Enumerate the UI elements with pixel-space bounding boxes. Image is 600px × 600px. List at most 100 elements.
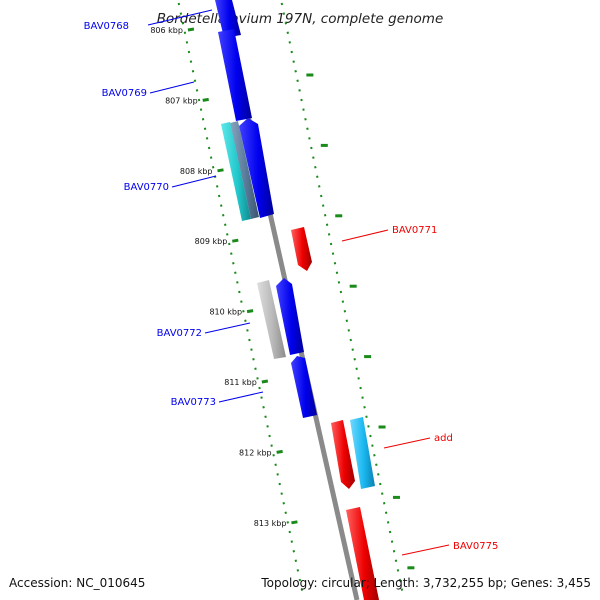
track-dot: [335, 271, 339, 275]
track-dot: [211, 165, 215, 169]
gene-bav0771-arrow[interactable]: [291, 227, 312, 271]
track-dot: [298, 578, 302, 582]
feature-bav0770-cyan: [221, 122, 251, 221]
track-dot: [270, 444, 273, 447]
track-dot: [282, 501, 285, 505]
track-dot: [278, 482, 281, 486]
track-dot: [226, 233, 229, 236]
track-dot: [390, 540, 394, 543]
track-dot: [300, 98, 303, 102]
gene-bav0773-arrow[interactable]: [291, 356, 317, 418]
track-dot: [386, 521, 390, 524]
track-dot: [280, 492, 283, 495]
track-dot: [365, 415, 368, 419]
track-dot: [179, 12, 183, 15]
track-dot: [310, 146, 313, 150]
track-dot: [236, 281, 239, 284]
track-dot: [357, 377, 360, 380]
tick-mark: [187, 27, 195, 32]
gene-bav0768-leader-line: [147, 9, 213, 26]
track-dot: [177, 2, 181, 6]
track-dot: [294, 69, 297, 73]
gene-add-label[interactable]: add: [434, 433, 453, 444]
tick-mark: [276, 449, 283, 454]
track-dot: [197, 98, 201, 102]
track-dot: [398, 578, 402, 582]
track-dot: [252, 357, 255, 361]
gene-bav0773-label[interactable]: BAV0773: [171, 397, 216, 408]
tick-label: 813 kbp: [254, 519, 287, 528]
track-dot: [274, 463, 277, 467]
gene-bav0771-label[interactable]: BAV0771: [392, 225, 437, 236]
gene-add-arrow[interactable]: [331, 420, 355, 489]
track-dot: [375, 463, 378, 467]
gene-bav0775-arrow[interactable]: [346, 507, 379, 600]
right-tick-track: [280, 2, 415, 591]
track-dot: [367, 425, 370, 428]
track-dot: [363, 405, 366, 409]
track-dot: [266, 425, 269, 428]
track-dot: [320, 194, 323, 198]
track-dot: [183, 31, 187, 35]
track-dot: [260, 396, 263, 399]
gene-bav0769-leader-line: [149, 81, 195, 94]
track-dot: [232, 261, 235, 265]
gene-bav0770-leader-line: [171, 175, 217, 188]
track-dot: [351, 348, 354, 351]
track-dot: [323, 213, 327, 217]
track-dot: [286, 521, 289, 524]
gene-bav0769-arrow[interactable]: [218, 29, 252, 121]
track-dot: [286, 31, 289, 35]
track-dot: [207, 146, 211, 150]
track-dot: [333, 261, 337, 265]
track-dot: [345, 319, 349, 323]
track-dot: [316, 175, 319, 179]
track-dot: [288, 41, 291, 44]
tick-label: 811 kbp: [224, 378, 257, 387]
gene-bav0775-label[interactable]: BAV0775: [453, 541, 498, 552]
gene-bav0772-leader-line: [204, 322, 251, 334]
track-dot: [300, 588, 304, 591]
track-dot: [379, 482, 382, 486]
track-dot: [203, 127, 207, 131]
gene-add-leader-line: [383, 437, 431, 449]
gene-bav0770-arrow[interactable]: [239, 118, 274, 218]
track-dot: [201, 117, 205, 121]
track-dot: [244, 319, 247, 323]
track-dot: [238, 290, 241, 294]
track-dot: [280, 2, 284, 6]
track-dot: [205, 137, 209, 140]
gene-bav0770-label[interactable]: BAV0770: [124, 182, 169, 193]
track-dot: [321, 204, 325, 207]
track-dot: [308, 137, 311, 140]
track-dot: [290, 540, 293, 543]
left-tick-track: [177, 2, 304, 591]
gene-bav0769-label[interactable]: BAV0769: [102, 88, 147, 99]
track-dot: [209, 156, 213, 159]
track-dot: [222, 213, 225, 217]
track-dot: [181, 21, 185, 25]
track-dot: [258, 386, 261, 390]
gene-bav0768-arrow[interactable]: [215, 0, 241, 38]
gene-bav0772-label[interactable]: BAV0772: [157, 328, 202, 339]
track-dot: [394, 559, 398, 563]
gene-bav0775-leader-line: [401, 544, 450, 556]
track-dot: [195, 89, 199, 92]
gene-labels: BAV0768 BAV0769 BAV0770 BAV0771 BAV0772 BAV07…: [84, 9, 498, 556]
tick-labels: 806 kbp 807 kbp 808 kbp 809 kbp 810 kbp 811 k…: [150, 26, 298, 528]
track-dot: [264, 415, 267, 419]
track-dot: [353, 357, 356, 361]
track-dot: [355, 367, 358, 371]
track-dot: [296, 79, 299, 83]
accession-text: Accession: NC_010645: [9, 576, 145, 590]
track-dot: [373, 453, 376, 457]
gene-bav0772-arrow[interactable]: [276, 278, 304, 355]
track-dot: [329, 242, 333, 246]
tick-mark: [202, 97, 209, 102]
track-dot: [185, 41, 189, 44]
track-dot: [187, 50, 191, 54]
gene-bav0768-label[interactable]: BAV0768: [84, 21, 129, 32]
track-dot: [215, 185, 219, 188]
tick-label: 810 kbp: [209, 308, 242, 317]
track-dot: [292, 60, 295, 63]
